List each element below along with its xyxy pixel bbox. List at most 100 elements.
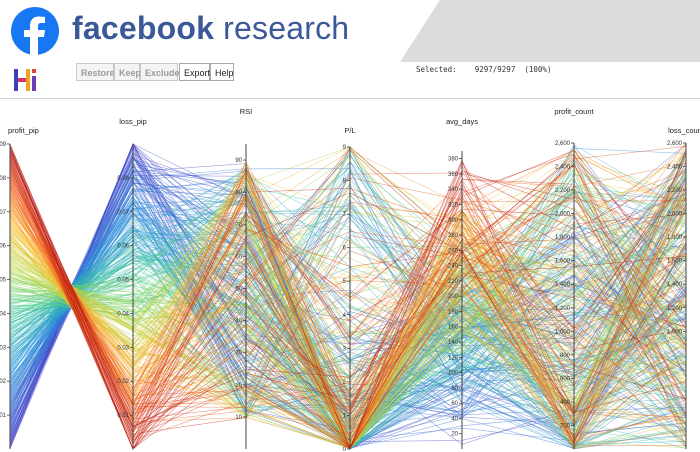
tick-label: 1,800 <box>667 235 683 241</box>
tick-label: 2,200 <box>667 188 683 194</box>
tick-label: 0.02 <box>0 379 7 385</box>
tick-label: 2,400 <box>667 165 683 171</box>
tick-label: 50 <box>235 286 242 292</box>
facebook-f-icon <box>11 7 59 56</box>
selected-percent: (100%) <box>524 65 552 74</box>
tick-label: 360 <box>448 172 459 178</box>
axis-profit-pip[interactable]: profit_pip 0.09 0.08 0.07 0.06 0.05 0.04 0.03 0.… <box>0 126 39 449</box>
tick-label: 0.06 <box>0 244 7 250</box>
tick-label: 7 <box>343 212 347 218</box>
help-button[interactable]: Help <box>210 63 234 81</box>
tick-label: 0.09 <box>0 142 7 148</box>
tick-label: 220 <box>448 279 459 285</box>
axis-profit-count[interactable]: profit_count 2,600 2,400 2,200 2,000 1,800 1,6… <box>554 107 595 449</box>
tick-label: 200 <box>560 423 571 429</box>
tick-label: 80 <box>451 386 458 392</box>
tick-label: 70 <box>235 222 242 228</box>
tick-label: 10 <box>235 415 242 421</box>
tick-label: 2,400 <box>555 165 571 171</box>
selected-count: 9297/9297 <box>474 65 516 74</box>
tick-label: 80 <box>235 190 242 196</box>
tick-label: 1 <box>343 413 347 419</box>
tick-label: 0.05 <box>0 278 7 284</box>
tick-label: 90 <box>235 158 242 164</box>
tick-label: 2,600 <box>667 141 683 147</box>
tick-label: 60 <box>235 254 242 260</box>
tick-label: 100 <box>448 371 459 377</box>
tick-label: 2,000 <box>667 212 683 218</box>
tick-label: 20 <box>235 383 242 389</box>
axis-title[interactable]: avg_days <box>446 117 478 126</box>
tick-label: 0.08 <box>117 176 129 182</box>
tick-label: 320 <box>448 202 459 208</box>
axis-loss-count[interactable]: loss_count 2,600 2,400 2,200 2,000 1,800 1,600… <box>667 126 700 449</box>
tick-label: 4 <box>343 313 347 319</box>
axis-title[interactable]: profit_pip <box>8 126 39 135</box>
tick-label: 30 <box>235 351 242 357</box>
axis-rsi[interactable]: RSI 90 80 70 60 50 40 30 20 10 <box>235 107 252 449</box>
parallel-coordinates-plot[interactable]: profit_pip 0.09 0.08 0.07 0.06 0.05 0.04 0.03 0.… <box>0 99 700 452</box>
tick-label: 0.04 <box>117 311 129 317</box>
tick-label: 40 <box>235 319 242 325</box>
export-button[interactable]: Export <box>179 63 210 81</box>
axis-title[interactable]: RSI <box>240 107 253 116</box>
tick-label: 20 <box>451 432 458 438</box>
tick-label: 0.02 <box>117 379 129 385</box>
tick-label: 1,600 <box>555 259 571 265</box>
tick-label: 40 <box>451 416 458 422</box>
tick-label: 260 <box>448 248 459 254</box>
tick-label: 1,200 <box>667 306 683 312</box>
tick-label: 800 <box>560 353 571 359</box>
brand-title: facebook research <box>72 10 349 47</box>
axis-avg-days[interactable]: avg_days 380 360 340 320 300 280 260 240 220 200 18… <box>446 117 478 449</box>
tick-label: 380 <box>448 157 459 163</box>
axis-title[interactable]: P/L <box>344 126 355 135</box>
tick-label: 160 <box>448 325 459 331</box>
polyline-layer <box>9 143 687 450</box>
tick-label: 200 <box>448 294 459 300</box>
tick-label: 1,200 <box>555 306 571 312</box>
tick-label: 2 <box>343 380 347 386</box>
axis-p-l[interactable]: P/L 9 8 7 6 5 4 3 2 1 0 <box>343 126 356 452</box>
tick-label: 5 <box>343 279 347 285</box>
tick-label: 300 <box>448 218 459 224</box>
tick-label: 340 <box>448 187 459 193</box>
tick-label: 140 <box>448 340 459 346</box>
hiplot-toolbar: Restore Keep Exclude Export Help Selecte… <box>0 62 700 99</box>
tick-label: 0.04 <box>0 311 7 317</box>
parallel-coordinates-svg[interactable]: profit_pip 0.09 0.08 0.07 0.06 0.05 0.04 0.03 0.… <box>0 99 700 452</box>
tick-label: 3 <box>343 346 347 352</box>
tick-label: 180 <box>448 309 459 315</box>
selection-status: Selected: 9297/9297 (100%) <box>416 65 551 74</box>
axis-title[interactable]: loss_count <box>668 126 700 135</box>
keep-button[interactable]: Keep <box>114 63 141 81</box>
axis-loss-pip[interactable]: loss_pip 0.08 0.07 0.06 0.05 0.04 0.03 0.02 0.01 <box>117 117 147 449</box>
tick-label: 0.03 <box>117 345 129 351</box>
selected-label: Selected: <box>416 65 457 74</box>
tick-label: 1,000 <box>667 329 683 335</box>
axes-layer: profit_pip 0.09 0.08 0.07 0.06 0.05 0.04 0.03 0.… <box>0 107 700 452</box>
tick-label: 0.07 <box>0 210 7 216</box>
tick-label: 240 <box>448 264 459 270</box>
axis-title[interactable]: profit_count <box>554 107 594 116</box>
tick-label: 0.05 <box>117 278 129 284</box>
tick-label: 2,600 <box>555 141 571 147</box>
tick-label: 60 <box>451 401 458 407</box>
tick-label: 6 <box>343 246 347 252</box>
tick-label: 0.01 <box>0 413 7 419</box>
tick-label: 600 <box>560 376 571 382</box>
axis-title[interactable]: loss_pip <box>119 117 147 126</box>
tick-label: 9 <box>343 145 347 151</box>
tick-label: 0.01 <box>117 413 129 419</box>
brand-light: research <box>214 10 350 46</box>
tick-label: 1,400 <box>555 282 571 288</box>
tick-label: 1,000 <box>555 329 571 335</box>
tick-label: 2,000 <box>555 212 571 218</box>
hiplot-hi-icon <box>14 69 36 91</box>
tick-label: 0.03 <box>0 345 7 351</box>
banner-background <box>0 0 700 62</box>
tick-label: 400 <box>560 400 571 406</box>
exclude-button[interactable]: Exclude <box>140 63 180 81</box>
facebook-research-banner: facebook research <box>0 0 700 62</box>
restore-button[interactable]: Restore <box>76 63 115 81</box>
